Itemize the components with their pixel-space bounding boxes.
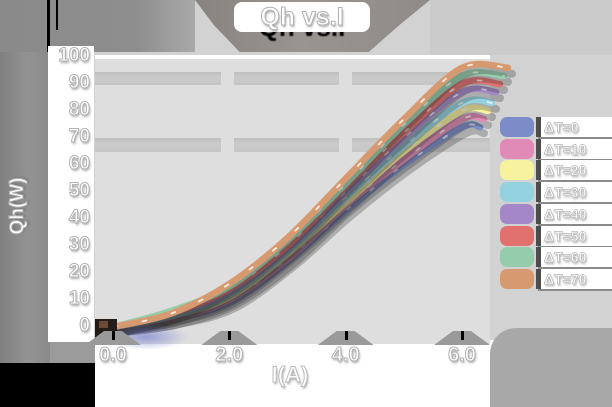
artifact-left-gray-foot bbox=[50, 340, 95, 363]
y-tick-label: 50 bbox=[68, 180, 90, 202]
gridline-band bbox=[95, 138, 490, 152]
legend-swatch bbox=[500, 225, 534, 246]
y-tick-label: 40 bbox=[68, 207, 90, 229]
artifact-left-gray-column bbox=[0, 0, 50, 365]
legend-label: ΔT=0 bbox=[544, 119, 579, 136]
y-axis-label-strip bbox=[48, 46, 94, 342]
legend-label: ΔT=10 bbox=[544, 140, 587, 157]
y-tick-label: 0 bbox=[79, 315, 91, 337]
legend-label: ΔT=40 bbox=[544, 205, 587, 222]
legend-label: ΔT=20 bbox=[544, 162, 587, 179]
legend-label-background bbox=[536, 117, 612, 137]
gridline-gap bbox=[221, 70, 234, 154]
y-tick-label: 100 bbox=[58, 45, 91, 67]
x-tick-label: 0.0 bbox=[99, 344, 128, 367]
x-tick-mark bbox=[344, 331, 348, 340]
title-background bbox=[234, 2, 370, 32]
y-tick-label: 70 bbox=[68, 126, 90, 148]
x-axis-title: I(A) bbox=[271, 362, 309, 388]
x-tick-mark bbox=[228, 331, 232, 340]
artifact-vertical-line bbox=[47, 0, 50, 52]
legend-swatch bbox=[500, 247, 534, 268]
x-tick-label: 4.0 bbox=[331, 344, 360, 367]
legend-label-background bbox=[536, 160, 612, 181]
y-tick-label: 60 bbox=[68, 153, 90, 175]
x-tick-mark bbox=[112, 331, 115, 340]
y-tick-label: 10 bbox=[68, 288, 90, 310]
plot-area bbox=[95, 55, 490, 344]
artifact-vertical-line bbox=[56, 0, 58, 30]
legend-label-background bbox=[536, 268, 612, 289]
legend-swatch bbox=[500, 203, 534, 224]
legend-label-background bbox=[536, 247, 612, 268]
legend-label-background bbox=[536, 203, 612, 224]
legend-swatch bbox=[500, 182, 534, 203]
legend-label: ΔT=30 bbox=[544, 184, 587, 201]
legend-label-background bbox=[536, 182, 612, 203]
legend-swatch bbox=[500, 268, 534, 289]
legend-swatch bbox=[500, 138, 534, 159]
x-tick-mark bbox=[461, 331, 465, 340]
y-tick-label: 80 bbox=[68, 99, 90, 121]
legend-label: ΔT=60 bbox=[544, 249, 587, 266]
legend-label: ΔT=70 bbox=[544, 270, 587, 288]
y-tick-label: 90 bbox=[68, 72, 90, 94]
artifact-top-left-block bbox=[0, 0, 195, 52]
legend-label: ΔT=50 bbox=[544, 227, 587, 244]
legend-label-background bbox=[536, 138, 612, 159]
y-tick-label: 20 bbox=[68, 261, 90, 283]
x-tick-label: 6.0 bbox=[448, 344, 477, 367]
legend-swatch bbox=[500, 160, 534, 181]
gridline-gap bbox=[339, 70, 352, 154]
y-tick-label: 30 bbox=[68, 234, 90, 256]
x-tick-label: 2.0 bbox=[215, 344, 244, 367]
artifact-bottom-left-black bbox=[0, 363, 96, 407]
legend-label-background bbox=[536, 225, 612, 246]
artifact-top-right-area bbox=[430, 0, 612, 55]
chart-title: Qh vs.I bbox=[260, 3, 344, 32]
legend-swatch bbox=[500, 117, 534, 137]
artifact-bottom-right-mound bbox=[490, 328, 612, 407]
artifact-origin-blob-inner bbox=[99, 321, 108, 328]
y-axis-title: Qh(W) bbox=[7, 177, 29, 235]
gridline-band bbox=[95, 72, 490, 85]
